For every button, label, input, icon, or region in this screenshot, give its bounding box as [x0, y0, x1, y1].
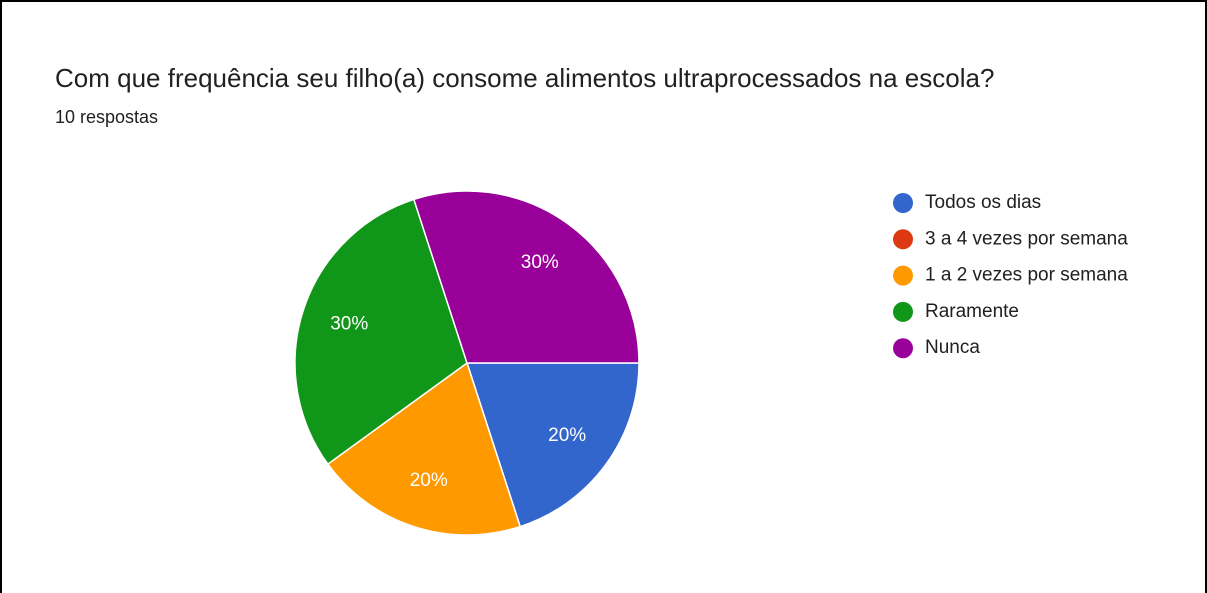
- legend-label: Nunca: [925, 337, 980, 358]
- legend-label: 3 a 4 vezes por semana: [925, 228, 1128, 249]
- legend-swatch: [893, 193, 913, 213]
- legend-swatch: [893, 229, 913, 250]
- chart-subtitle: 10 respostas: [55, 107, 158, 127]
- slice-label: 30%: [521, 252, 559, 273]
- pie-slice: [326, 361, 522, 536]
- pie-slice: [412, 190, 640, 364]
- slice-label: 30%: [330, 314, 368, 335]
- legend-swatch: [893, 265, 913, 286]
- slice-label: 20%: [548, 425, 586, 446]
- legend-label: Todos os dias: [925, 192, 1041, 213]
- legend-label: Raramente: [925, 301, 1019, 322]
- legend-label: 1 a 2 vezes por semana: [925, 265, 1128, 286]
- pie-slice: [294, 198, 468, 466]
- legend-swatch: [893, 338, 913, 359]
- legend-swatch: [893, 301, 913, 322]
- chart-title: Com que frequência seu filho(a) consome …: [55, 63, 994, 93]
- pie-slice: [465, 362, 640, 528]
- slice-label: 20%: [410, 470, 448, 491]
